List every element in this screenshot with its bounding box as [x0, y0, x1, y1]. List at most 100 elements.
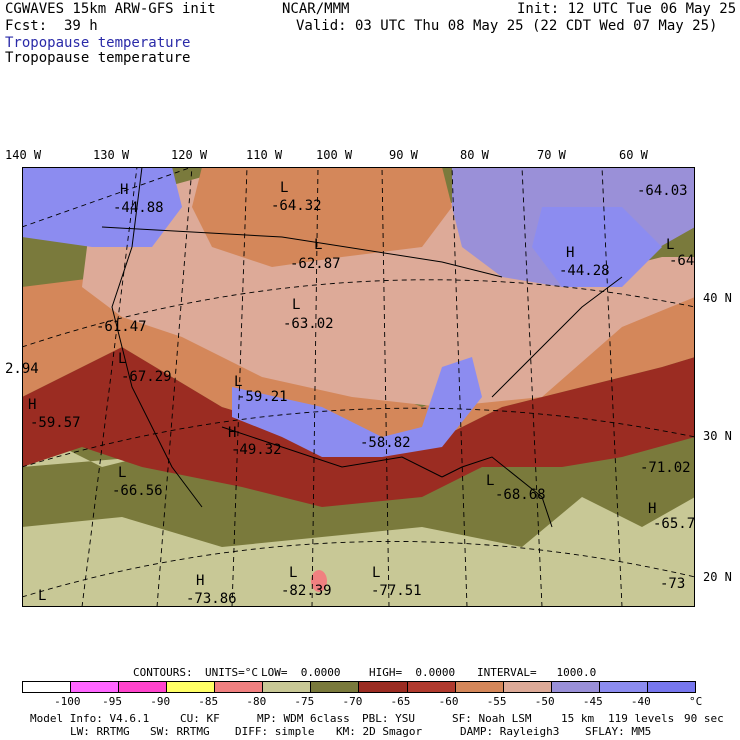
colorbar-tick-label: -90	[150, 695, 171, 708]
colorbar-swatch	[454, 681, 504, 693]
tropopause-temperature-map	[22, 167, 695, 607]
extremum-value-label: -64.03	[637, 183, 688, 199]
colorbar-tick-label: -50	[534, 695, 555, 708]
extremum-value-label: -73	[660, 576, 686, 592]
colorbar-swatch	[22, 681, 72, 693]
extremum-value-label: -65.7	[653, 516, 696, 532]
lon-label-90w: 90 W	[389, 148, 418, 162]
low-marker: L	[234, 374, 243, 390]
contours-units: UNITS=°C	[205, 666, 258, 679]
footer-cu: CU: KF	[180, 712, 220, 725]
high-marker: H	[648, 501, 657, 517]
extremum-value-label: -82.39	[281, 583, 332, 599]
colorbar-unit: °C	[689, 695, 703, 708]
colorbar-swatch	[646, 681, 696, 693]
map-frame	[22, 167, 695, 607]
organization-label: NCAR/MMM	[282, 1, 350, 17]
colorbar-tick-label: -60	[438, 695, 459, 708]
extremum-value-label: -64	[669, 253, 695, 269]
low-marker: L	[289, 565, 298, 581]
colorbar-swatch	[358, 681, 408, 693]
lon-label-110w: 110 W	[246, 148, 283, 162]
lon-label-80w: 80 W	[460, 148, 489, 162]
colorbar-swatch	[598, 681, 648, 693]
init-time: Init: 12 UTC Tue 06 May 25	[517, 1, 737, 17]
lat-label-20n: 20 N	[703, 570, 732, 584]
low-marker: L	[280, 180, 289, 196]
extremum-value-label: -59.21	[237, 389, 288, 405]
footer-mp: MP: WDM 6class	[257, 712, 350, 725]
colorbar-tick-label: -40	[630, 695, 651, 708]
colorbar-tick-label: -55	[486, 695, 507, 708]
colorbar-swatch	[262, 681, 312, 693]
extremum-value-label: -67.29	[121, 369, 172, 385]
color-band-orange-north	[192, 167, 452, 267]
color-spot-pink	[311, 570, 327, 592]
low-marker: L	[314, 237, 323, 253]
valid-time: Valid: 03 UTC Thu 08 May 25 (22 CDT Wed …	[296, 18, 718, 34]
extremum-value-label: -71.02	[640, 460, 691, 476]
forecast-label: Fcst:	[5, 18, 48, 34]
lon-label-70w: 70 W	[537, 148, 566, 162]
contours-low: LOW= 0.0000	[261, 666, 341, 679]
color-band-purple-northwest	[22, 167, 182, 247]
extremum-value-label: -64.32	[271, 198, 322, 214]
colorbar-tick-label: -85	[198, 695, 219, 708]
extremum-value-label: -44.88	[113, 200, 164, 216]
colorbar-swatch	[310, 681, 360, 693]
colorbar-tick-label: -70	[342, 695, 363, 708]
footer-model-info: Model Info: V4.6.1	[30, 712, 150, 725]
low-marker: L	[486, 473, 495, 489]
footer-resolution: 15 km	[561, 712, 595, 725]
lat-label-40n: 40 N	[703, 291, 732, 305]
high-marker: H	[196, 573, 205, 589]
color-band-blue-central	[232, 357, 482, 457]
lon-label-140w: 140 W	[5, 148, 42, 162]
colorbar-tick-label: -100	[54, 695, 81, 708]
contours-high: HIGH= 0.0000	[369, 666, 456, 679]
extremum-value-label: -58.82	[360, 435, 411, 451]
footer-levels: 119 levels	[608, 712, 675, 725]
colorbar-tick-label: -95	[102, 695, 122, 708]
footer-sw: SW: RRTMG	[150, 725, 210, 738]
low-marker: L	[292, 297, 301, 313]
footer-pbl: PBL: YSU	[362, 712, 415, 725]
graticule	[22, 167, 695, 607]
lon-label-130w: 130 W	[93, 148, 130, 162]
field-title: Tropopause temperature	[5, 50, 191, 66]
footer-diff: DIFF: simple	[235, 725, 315, 738]
lon-label-120w: 120 W	[171, 148, 208, 162]
forecast-hour: 39 h	[64, 18, 98, 34]
colorbar-swatch	[118, 681, 168, 693]
high-marker: H	[228, 425, 237, 441]
color-band-blue-northeast	[532, 207, 662, 287]
low-marker: L	[372, 565, 381, 581]
low-marker: L	[118, 465, 127, 481]
low-marker: L	[38, 588, 47, 604]
low-marker: L	[118, 351, 127, 367]
extremum-value-label: -61.47	[96, 319, 147, 335]
extremum-value-label: -66.56	[112, 483, 163, 499]
colorbar-swatch	[214, 681, 264, 693]
footer-sf: SF: Noah LSM	[452, 712, 532, 725]
high-marker: H	[120, 182, 129, 198]
lat-label-30n: 30 N	[703, 429, 732, 443]
high-marker: H	[28, 397, 37, 413]
colorbar-swatch	[70, 681, 120, 693]
extremum-value-label: 2.94	[5, 361, 39, 377]
political-boundaries	[101, 167, 623, 528]
high-marker: H	[566, 245, 575, 261]
footer-sflay: SFLAY: MM5	[585, 725, 652, 738]
colorbar-tick-label: -65	[390, 695, 411, 708]
extremum-value-label: -44.28	[559, 263, 610, 279]
extremum-value-label: -68.68	[495, 487, 546, 503]
model-title: CGWAVES 15km ARW-GFS init	[5, 1, 216, 17]
extremum-value-label: -59.57	[30, 415, 81, 431]
extremum-value-label: -49.32	[231, 442, 282, 458]
extremum-value-label: -62.87	[290, 256, 341, 272]
colorbar-tick-label: -80	[246, 695, 267, 708]
extremum-value-label: -63.02	[283, 316, 334, 332]
colorbar-tick-label: -45	[582, 695, 603, 708]
footer-lw: LW: RRTMG	[70, 725, 130, 738]
lon-label-100w: 100 W	[316, 148, 353, 162]
